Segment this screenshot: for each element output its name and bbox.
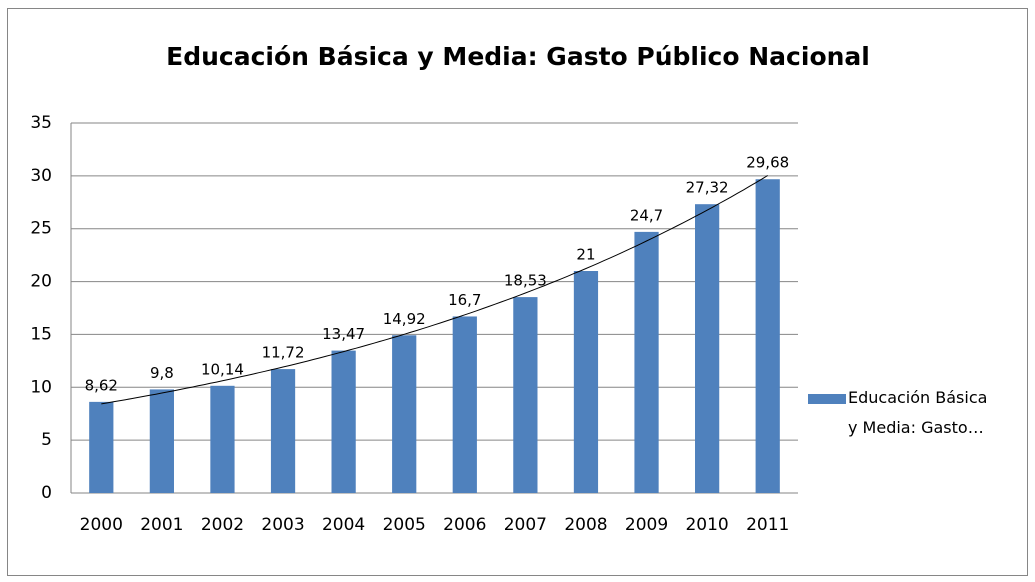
y-tick-label: 20 [30,272,52,292]
y-tick-label: 35 [30,113,52,133]
bar [149,389,174,493]
x-tick-label: 2008 [564,515,607,535]
data-label: 13,47 [322,325,365,343]
legend-label: Educación Básica y Media: Gasto… [848,388,988,437]
data-label: 16,7 [448,291,481,309]
data-label: 18,53 [504,272,547,290]
y-tick-label: 5 [41,430,52,450]
data-label: 14,92 [383,310,426,328]
x-tick-label: 2002 [201,515,244,535]
bar [695,204,720,493]
y-tick-label: 0 [41,483,52,503]
bar [634,231,659,493]
bar [331,350,356,493]
x-tick-label: 2007 [504,515,547,535]
x-tick-label: 2000 [80,515,123,535]
x-tick-label: 2009 [625,515,668,535]
y-tick-label: 25 [30,219,52,239]
chart-title: Educación Básica y Media: Gasto Público … [166,42,870,71]
x-tick-label: 2004 [322,515,365,535]
data-label: 8,62 [85,376,118,394]
x-tick-label: 2005 [383,515,426,535]
x-tick-label: 2010 [685,515,728,535]
bar [513,297,538,493]
bar [270,369,296,493]
bar [573,271,599,493]
data-label: 11,72 [262,344,305,362]
bar [452,316,477,493]
bar [89,401,114,493]
x-tick-label: 2006 [443,515,486,535]
data-label: 24,7 [630,206,663,224]
bar [392,335,417,493]
x-tick-label: 2003 [261,515,304,535]
data-label: 9,8 [150,364,174,382]
data-label: 29,68 [746,154,789,172]
x-tick-label: 2001 [140,515,183,535]
data-label: 10,14 [201,360,244,378]
legend: Educación Básica y Media: Gasto… [808,383,998,443]
data-label: 21 [576,246,595,264]
trendline [101,175,768,405]
y-tick-label: 30 [30,166,52,186]
x-tick-label: 2011 [746,515,789,535]
bar [755,179,780,494]
y-tick-label: 10 [30,377,52,397]
y-tick-label: 15 [30,324,52,344]
legend-key [808,394,846,404]
bar [210,385,235,493]
data-label: 27,32 [686,179,729,197]
